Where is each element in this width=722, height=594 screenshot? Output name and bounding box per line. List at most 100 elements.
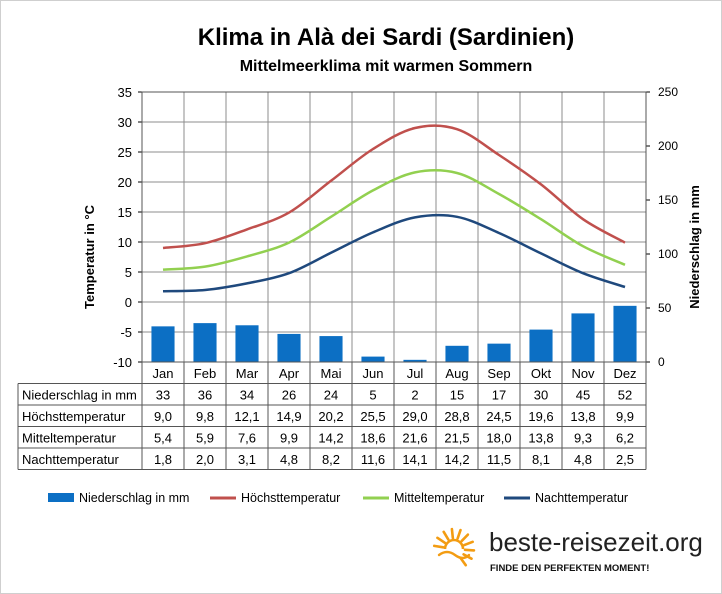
table-cell: 9,8 bbox=[196, 409, 214, 424]
x-tick-label: Mar bbox=[236, 366, 259, 381]
table-cell: 15 bbox=[450, 388, 464, 403]
y-left-tick-label: 35 bbox=[118, 85, 132, 100]
y-left-tick-label: 30 bbox=[118, 115, 132, 130]
bar-mai bbox=[319, 336, 343, 362]
sun-ray bbox=[442, 530, 450, 541]
plot-area: 35302520151050-5-10250200150100500Temper… bbox=[82, 85, 702, 370]
y-left-tick-label: 20 bbox=[118, 175, 132, 190]
table-cell: 21,5 bbox=[444, 431, 469, 446]
x-tick-label: Nov bbox=[571, 366, 595, 381]
table-cell: 45 bbox=[576, 388, 590, 403]
y-right-tick-label: 100 bbox=[658, 247, 678, 261]
bar-jan bbox=[151, 326, 175, 362]
brand-logo: beste-reisezeit.org FINDE DEN PERFEKTEN … bbox=[432, 527, 703, 574]
y-right-tick-label: 200 bbox=[658, 139, 678, 153]
bar-feb bbox=[193, 323, 217, 362]
y-right-tick-label: 50 bbox=[658, 301, 672, 315]
table-cell: 21,6 bbox=[402, 431, 427, 446]
sun-ray bbox=[460, 533, 470, 543]
y-left-tick-label: 15 bbox=[118, 205, 132, 220]
x-tick-label: Mai bbox=[321, 366, 342, 381]
x-tick-label: Feb bbox=[194, 366, 216, 381]
table-cell: 14,9 bbox=[276, 409, 301, 424]
table-cell: 24 bbox=[324, 388, 338, 403]
bar-jun bbox=[361, 356, 385, 362]
sun-disc bbox=[443, 538, 465, 550]
table-cell: 25,5 bbox=[360, 409, 385, 424]
line-nachttemperatur bbox=[162, 213, 626, 293]
y-right-tick-label: 150 bbox=[658, 193, 678, 207]
legend-item-niederschlag-in-mm: Niederschlag in mm bbox=[48, 491, 189, 505]
table-cell: 29,0 bbox=[402, 409, 427, 424]
table-cell: 8,1 bbox=[532, 452, 550, 467]
legend-label: Nachttemperatur bbox=[535, 491, 628, 505]
table-cell: 11,6 bbox=[361, 452, 385, 467]
bar-apr bbox=[277, 333, 301, 362]
y-left-axis-title: Temperatur in °C bbox=[82, 204, 97, 309]
sun-ray bbox=[436, 536, 447, 545]
y-left-tick-label: 25 bbox=[118, 145, 132, 160]
brand-slogan: FINDE DEN PERFEKTEN MOMENT! bbox=[490, 563, 649, 574]
y-left-tick-label: -5 bbox=[120, 325, 132, 340]
table-cell: 4,8 bbox=[280, 452, 298, 467]
bar-dez bbox=[613, 305, 637, 362]
x-tick-label: Aug bbox=[445, 366, 468, 381]
legend-swatch bbox=[48, 493, 74, 502]
line-mitteltemperatur bbox=[162, 169, 626, 271]
sun-ray bbox=[463, 548, 476, 552]
sun-wave bbox=[437, 550, 471, 560]
sun-ray bbox=[432, 544, 445, 549]
legend: Niederschlag in mm Höchsttemperatur Mittel… bbox=[48, 491, 628, 505]
table-cell: 5,4 bbox=[154, 431, 172, 446]
legend-label: Höchsttemperatur bbox=[241, 491, 340, 505]
bar-aug bbox=[445, 345, 469, 362]
table-cell: 12,1 bbox=[234, 409, 259, 424]
chart-title: Klima in Alà dei Sardi (Sardinien) bbox=[198, 24, 575, 51]
x-tick-label: Okt bbox=[531, 366, 552, 381]
sun-ray bbox=[450, 527, 455, 540]
table-cell: 9,3 bbox=[574, 431, 592, 446]
table-cell: 2,5 bbox=[616, 452, 634, 467]
x-tick-label: Jun bbox=[363, 366, 384, 381]
table-cell: 8,2 bbox=[322, 452, 340, 467]
table-cell: 28,8 bbox=[444, 409, 469, 424]
legend-item-nachttemperatur: Nachttemperatur bbox=[504, 491, 628, 505]
table-cell: 6,2 bbox=[616, 431, 634, 446]
table-cell: 14,2 bbox=[318, 431, 343, 446]
legend-item-hoechsttemperatur: Höchsttemperatur bbox=[210, 491, 340, 505]
x-tick-label: Apr bbox=[279, 366, 300, 381]
y-right-axis-title: Niederschlag in mm bbox=[687, 185, 702, 309]
table-cell: 4,8 bbox=[574, 452, 592, 467]
table-cell: 13,8 bbox=[570, 409, 595, 424]
table-cell: 7,6 bbox=[238, 431, 256, 446]
table-cell: 3,1 bbox=[238, 452, 256, 467]
legend-label: Niederschlag in mm bbox=[79, 491, 189, 505]
data-table: Jan Feb Mar Apr Mai Jun Jul Aug Sep Okt Nov Dez Nied… bbox=[17, 361, 647, 470]
table-cell: 9,0 bbox=[154, 409, 172, 424]
sun-icon bbox=[432, 527, 476, 567]
x-tick-label: Jul bbox=[407, 366, 424, 381]
table-row-label: Niederschlag in mm bbox=[22, 388, 137, 403]
table-cell: 19,6 bbox=[528, 409, 553, 424]
legend-label: Mitteltemperatur bbox=[394, 491, 484, 505]
table-cell: 26 bbox=[282, 388, 296, 403]
table-cell: 9,9 bbox=[280, 431, 298, 446]
table-cell: 13,8 bbox=[528, 431, 553, 446]
table-cell: 24,5 bbox=[486, 409, 511, 424]
brand-name: beste-reisezeit.org bbox=[489, 527, 703, 557]
table-cell: 36 bbox=[198, 388, 212, 403]
table-cell: 18,6 bbox=[360, 431, 385, 446]
legend-item-mitteltemperatur: Mitteltemperatur bbox=[363, 491, 484, 505]
table-cell: 20,2 bbox=[318, 409, 343, 424]
table-cell: 2 bbox=[411, 388, 418, 403]
table-cell: 14,2 bbox=[444, 452, 469, 467]
table-cell: 30 bbox=[534, 388, 548, 403]
bar-jul bbox=[403, 359, 427, 362]
table-cell: 18,0 bbox=[486, 431, 511, 446]
table-cell: 1,8 bbox=[154, 452, 172, 467]
y-right-tick-label: 0 bbox=[658, 355, 665, 369]
table-cell: 5 bbox=[369, 388, 376, 403]
table-cell: 2,0 bbox=[196, 452, 214, 467]
